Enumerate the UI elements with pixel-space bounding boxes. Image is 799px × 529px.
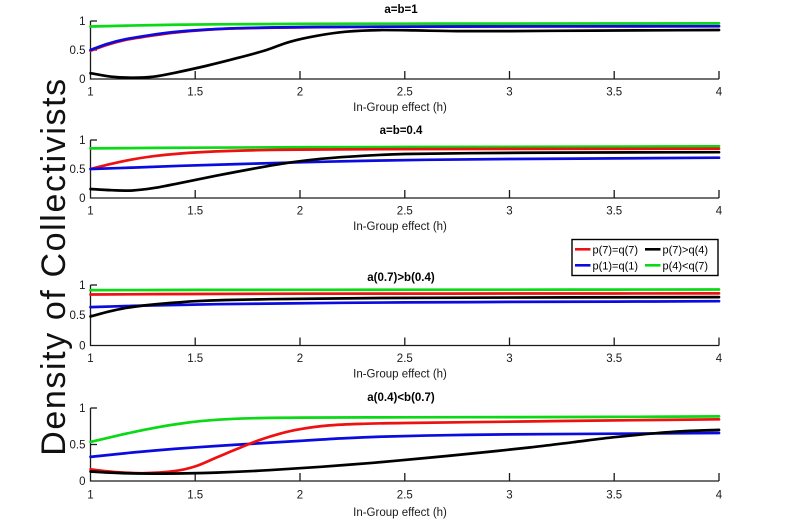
svg-text:2: 2 (297, 353, 303, 365)
svg-text:0.5: 0.5 (70, 164, 86, 176)
svg-text:3.5: 3.5 (606, 490, 622, 502)
svg-text:In-Group effect (h): In-Group effect (h) (353, 369, 447, 381)
svg-text:4: 4 (716, 490, 723, 502)
svg-text:1: 1 (87, 490, 93, 502)
svg-text:4: 4 (716, 87, 723, 99)
svg-text:3: 3 (506, 490, 512, 502)
svg-text:a=b=0.4: a=b=0.4 (380, 125, 423, 137)
svg-text:1: 1 (87, 206, 93, 218)
svg-text:0: 0 (79, 193, 85, 205)
svg-text:a(0.7)>b(0.4): a(0.7)>b(0.4) (367, 272, 435, 284)
svg-text:0.5: 0.5 (70, 45, 86, 57)
svg-text:0.5: 0.5 (70, 310, 86, 322)
svg-text:2: 2 (297, 87, 303, 99)
svg-text:3.5: 3.5 (606, 87, 622, 99)
svg-text:3: 3 (506, 87, 512, 99)
svg-text:a=b=1: a=b=1 (384, 4, 418, 16)
svg-text:2: 2 (297, 206, 303, 218)
svg-text:3: 3 (506, 206, 512, 218)
svg-text:2.5: 2.5 (397, 87, 413, 99)
svg-text:p(4)<q(7): p(4)<q(7) (663, 260, 709, 272)
svg-text:1: 1 (87, 87, 93, 99)
svg-text:2.5: 2.5 (397, 490, 413, 502)
svg-text:p(7)>q(4): p(7)>q(4) (663, 244, 709, 256)
svg-text:1: 1 (79, 403, 85, 415)
svg-text:2.5: 2.5 (397, 206, 413, 218)
svg-text:1.5: 1.5 (187, 87, 203, 99)
svg-text:1.5: 1.5 (187, 490, 203, 502)
svg-text:2: 2 (297, 490, 303, 502)
svg-text:1: 1 (79, 280, 85, 292)
svg-text:In-Group effect (h): In-Group effect (h) (353, 507, 447, 519)
svg-text:0: 0 (79, 74, 85, 86)
svg-text:4: 4 (716, 206, 723, 218)
svg-text:3: 3 (506, 353, 512, 365)
svg-text:Density of Collectivists: Density of Collectivists (35, 77, 73, 456)
svg-text:4: 4 (716, 353, 723, 365)
svg-text:a(0.4)<b(0.7): a(0.4)<b(0.7) (367, 392, 435, 404)
svg-text:0.5: 0.5 (70, 440, 86, 452)
svg-text:1.5: 1.5 (187, 353, 203, 365)
svg-text:In-Group effect (h): In-Group effect (h) (353, 221, 447, 233)
svg-text:2.5: 2.5 (397, 353, 413, 365)
svg-text:0: 0 (79, 476, 85, 488)
svg-text:p(1)=q(1): p(1)=q(1) (593, 260, 639, 272)
svg-text:3.5: 3.5 (606, 206, 622, 218)
svg-text:1: 1 (79, 16, 85, 28)
svg-text:0: 0 (79, 341, 85, 353)
svg-text:1.5: 1.5 (187, 206, 203, 218)
svg-text:In-Group effect (h): In-Group effect (h) (353, 102, 447, 114)
svg-text:p(7)=q(7): p(7)=q(7) (593, 244, 639, 256)
svg-text:3.5: 3.5 (606, 353, 622, 365)
svg-text:1: 1 (79, 135, 85, 147)
svg-text:1: 1 (87, 353, 93, 365)
